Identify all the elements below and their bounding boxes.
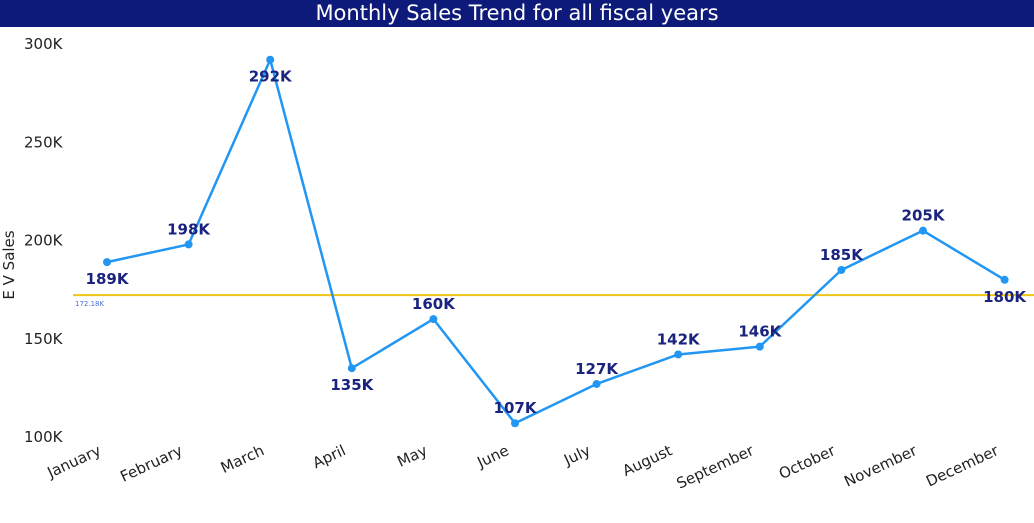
data-point: [347, 364, 356, 373]
data-label: 107K: [494, 399, 538, 417]
x-tick-label: June: [474, 441, 512, 472]
data-label: 180K: [983, 288, 1027, 306]
data-point: [755, 342, 764, 351]
x-tick-label: March: [218, 441, 267, 477]
data-point: [592, 379, 601, 388]
data-label: 142K: [657, 330, 701, 348]
line-chart: E V Sales 100K 150K 200K 250K 300K January Fe…: [0, 35, 1034, 493]
data-point: [184, 240, 193, 249]
data-point: [837, 265, 846, 274]
reference-line-label: 172.18K: [75, 300, 104, 308]
data-label: 160K: [412, 295, 456, 313]
chart-title: Monthly Sales Trend for all fiscal years: [0, 0, 1034, 27]
x-tick-label: September: [674, 441, 758, 493]
data-label: 127K: [575, 360, 619, 378]
data-point: [919, 226, 927, 235]
x-tick-label: May: [394, 441, 430, 470]
data-label: 189K: [86, 270, 130, 288]
x-tick-label: August: [620, 441, 675, 480]
average-reference: 172.18K: [73, 294, 1034, 308]
data-point: [103, 258, 111, 267]
data-label: 198K: [167, 220, 211, 238]
y-axis: 100K 150K 200K 250K 300K: [24, 35, 64, 446]
data-label: 292K: [249, 68, 293, 86]
data-labels: 189K 198K 292K 135K 160K 107K 127K 142K 146K 185K…: [86, 68, 1028, 418]
y-tick-label: 250K: [24, 133, 64, 151]
x-tick-label: February: [117, 441, 185, 485]
series-line: [106, 58, 1006, 425]
x-tick-label: July: [560, 441, 593, 469]
data-point: [511, 419, 519, 428]
x-axis: January February March April May June July Augu…: [44, 441, 1002, 493]
data-label: 185K: [820, 246, 864, 264]
data-label: 146K: [738, 323, 782, 341]
y-tick-label: 150K: [24, 330, 64, 348]
series-group: [103, 55, 1009, 428]
data-point: [674, 350, 683, 359]
x-tick-label: December: [923, 441, 1002, 491]
data-point: [429, 315, 438, 324]
x-tick-label: October: [776, 441, 839, 483]
y-tick-label: 100K: [24, 428, 64, 446]
data-point: [266, 55, 275, 64]
data-label: 205K: [902, 207, 946, 225]
y-axis-label: E V Sales: [0, 230, 18, 299]
y-tick-label: 200K: [24, 232, 64, 250]
data-label: 135K: [330, 376, 374, 394]
x-tick-label: April: [310, 441, 349, 472]
y-tick-label: 300K: [24, 35, 64, 53]
data-point: [1000, 275, 1009, 284]
x-tick-label: November: [841, 441, 920, 491]
x-tick-label: January: [44, 441, 104, 482]
